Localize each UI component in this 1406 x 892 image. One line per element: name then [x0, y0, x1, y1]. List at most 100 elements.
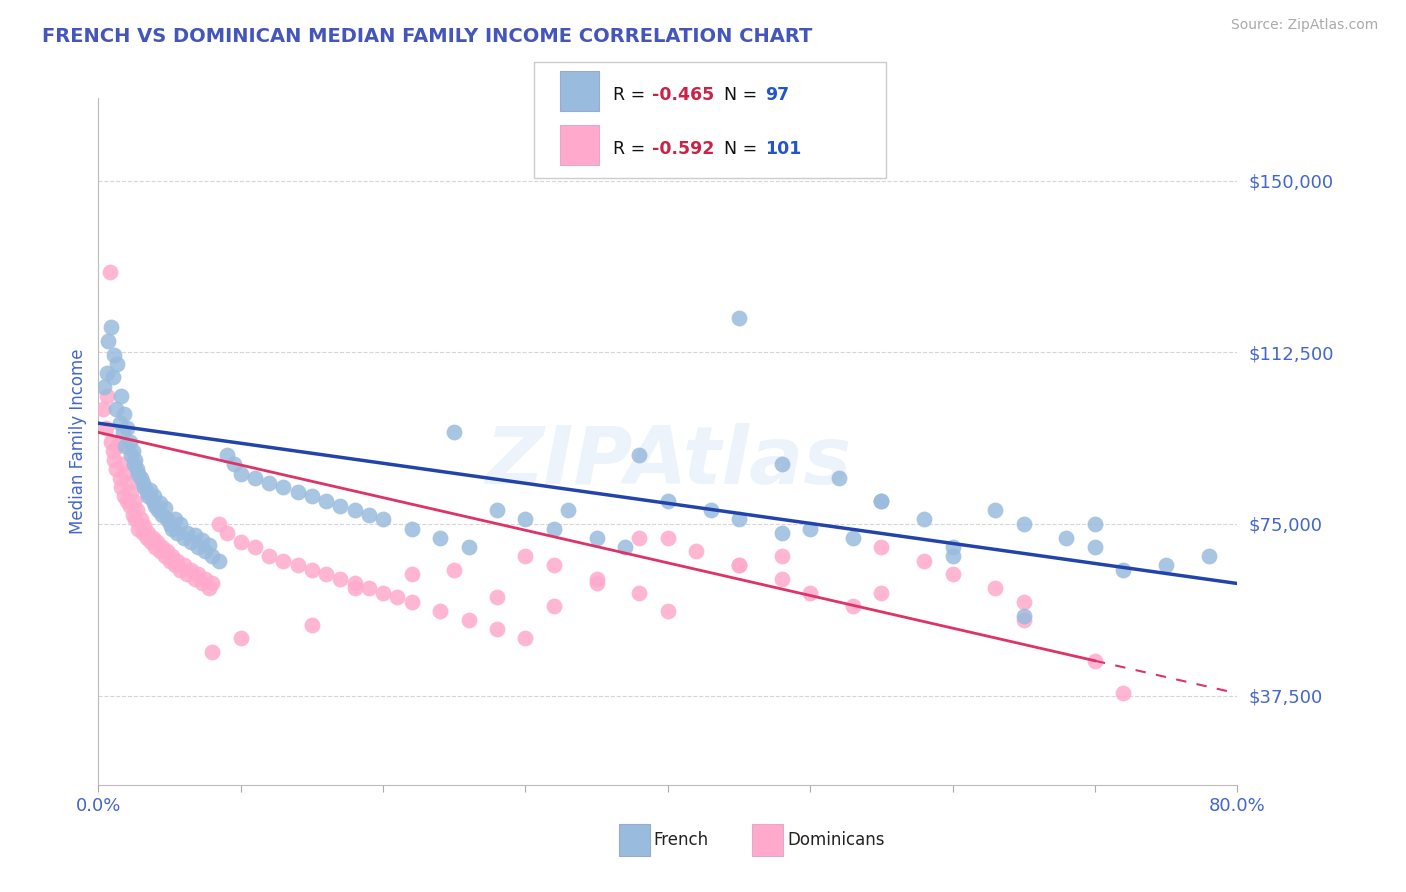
Point: [180, 563, 202, 577]
Point: [387, 591, 409, 605]
Point: [162, 522, 184, 536]
Point: [842, 531, 865, 545]
Point: [1012, 595, 1035, 609]
Point: [165, 558, 187, 573]
Point: [120, 448, 142, 462]
Point: [159, 516, 181, 531]
Point: [103, 347, 125, 361]
Point: [1084, 516, 1107, 531]
Point: [770, 526, 793, 541]
Point: [301, 563, 323, 577]
Point: [343, 576, 366, 591]
Point: [557, 503, 579, 517]
Point: [122, 494, 145, 508]
Text: 101: 101: [765, 140, 801, 159]
Point: [770, 572, 793, 586]
Point: [543, 558, 565, 573]
Text: N =: N =: [713, 140, 762, 159]
Point: [173, 531, 195, 545]
Point: [135, 531, 157, 545]
Point: [315, 494, 337, 508]
Point: [329, 572, 352, 586]
Point: [149, 544, 172, 558]
Point: [243, 471, 266, 485]
Point: [104, 462, 127, 476]
Point: [842, 599, 865, 614]
Point: [229, 535, 252, 549]
Point: [155, 500, 177, 515]
Point: [180, 535, 202, 549]
Point: [870, 494, 893, 508]
Text: -0.592: -0.592: [652, 140, 714, 159]
Point: [443, 563, 465, 577]
Point: [162, 549, 184, 563]
Text: 97: 97: [765, 86, 789, 103]
Text: ZIPAtlas: ZIPAtlas: [485, 423, 851, 501]
Point: [108, 416, 131, 430]
Point: [401, 595, 423, 609]
Point: [628, 585, 651, 599]
Point: [1154, 558, 1177, 573]
Point: [127, 467, 149, 481]
Point: [115, 421, 138, 435]
Point: [114, 439, 136, 453]
Point: [486, 503, 509, 517]
Point: [486, 591, 509, 605]
Point: [912, 512, 935, 526]
Point: [728, 558, 751, 573]
Point: [942, 540, 965, 554]
Point: [401, 522, 423, 536]
Text: FRENCH VS DOMINICAN MEDIAN FAMILY INCOME CORRELATION CHART: FRENCH VS DOMINICAN MEDIAN FAMILY INCOME…: [42, 27, 813, 45]
Point: [97, 334, 120, 348]
Point: [124, 512, 146, 526]
Point: [1012, 608, 1035, 623]
Point: [301, 617, 323, 632]
Point: [111, 458, 134, 472]
Text: Dominicans: Dominicans: [787, 831, 884, 849]
Point: [131, 526, 153, 541]
Point: [152, 508, 174, 522]
Point: [184, 528, 207, 542]
Point: [98, 265, 121, 279]
Point: [457, 540, 479, 554]
Point: [357, 508, 380, 522]
Point: [1198, 549, 1220, 563]
Point: [628, 531, 651, 545]
Point: [870, 494, 893, 508]
Point: [515, 632, 537, 646]
Point: [100, 434, 122, 449]
Point: [657, 494, 679, 508]
Point: [124, 453, 146, 467]
Point: [166, 553, 188, 567]
Point: [1112, 686, 1135, 700]
Point: [1084, 654, 1107, 668]
Point: [122, 458, 145, 472]
Point: [273, 480, 295, 494]
Text: R =: R =: [613, 86, 651, 103]
Point: [156, 544, 179, 558]
Point: [208, 553, 231, 567]
Point: [105, 439, 128, 453]
Text: French: French: [654, 831, 709, 849]
Point: [243, 540, 266, 554]
Point: [111, 425, 134, 440]
Point: [135, 484, 157, 499]
Point: [118, 499, 141, 513]
Point: [176, 526, 198, 541]
Point: [121, 508, 143, 522]
Point: [198, 537, 221, 551]
Point: [101, 370, 124, 384]
Point: [198, 581, 221, 595]
Point: [429, 531, 451, 545]
Point: [91, 402, 114, 417]
Point: [229, 467, 252, 481]
Point: [942, 549, 965, 563]
Point: [770, 458, 793, 472]
Point: [169, 563, 191, 577]
Point: [657, 604, 679, 618]
Point: [136, 490, 159, 504]
Point: [585, 572, 607, 586]
Point: [187, 540, 209, 554]
Point: [201, 549, 224, 563]
Point: [229, 632, 252, 646]
